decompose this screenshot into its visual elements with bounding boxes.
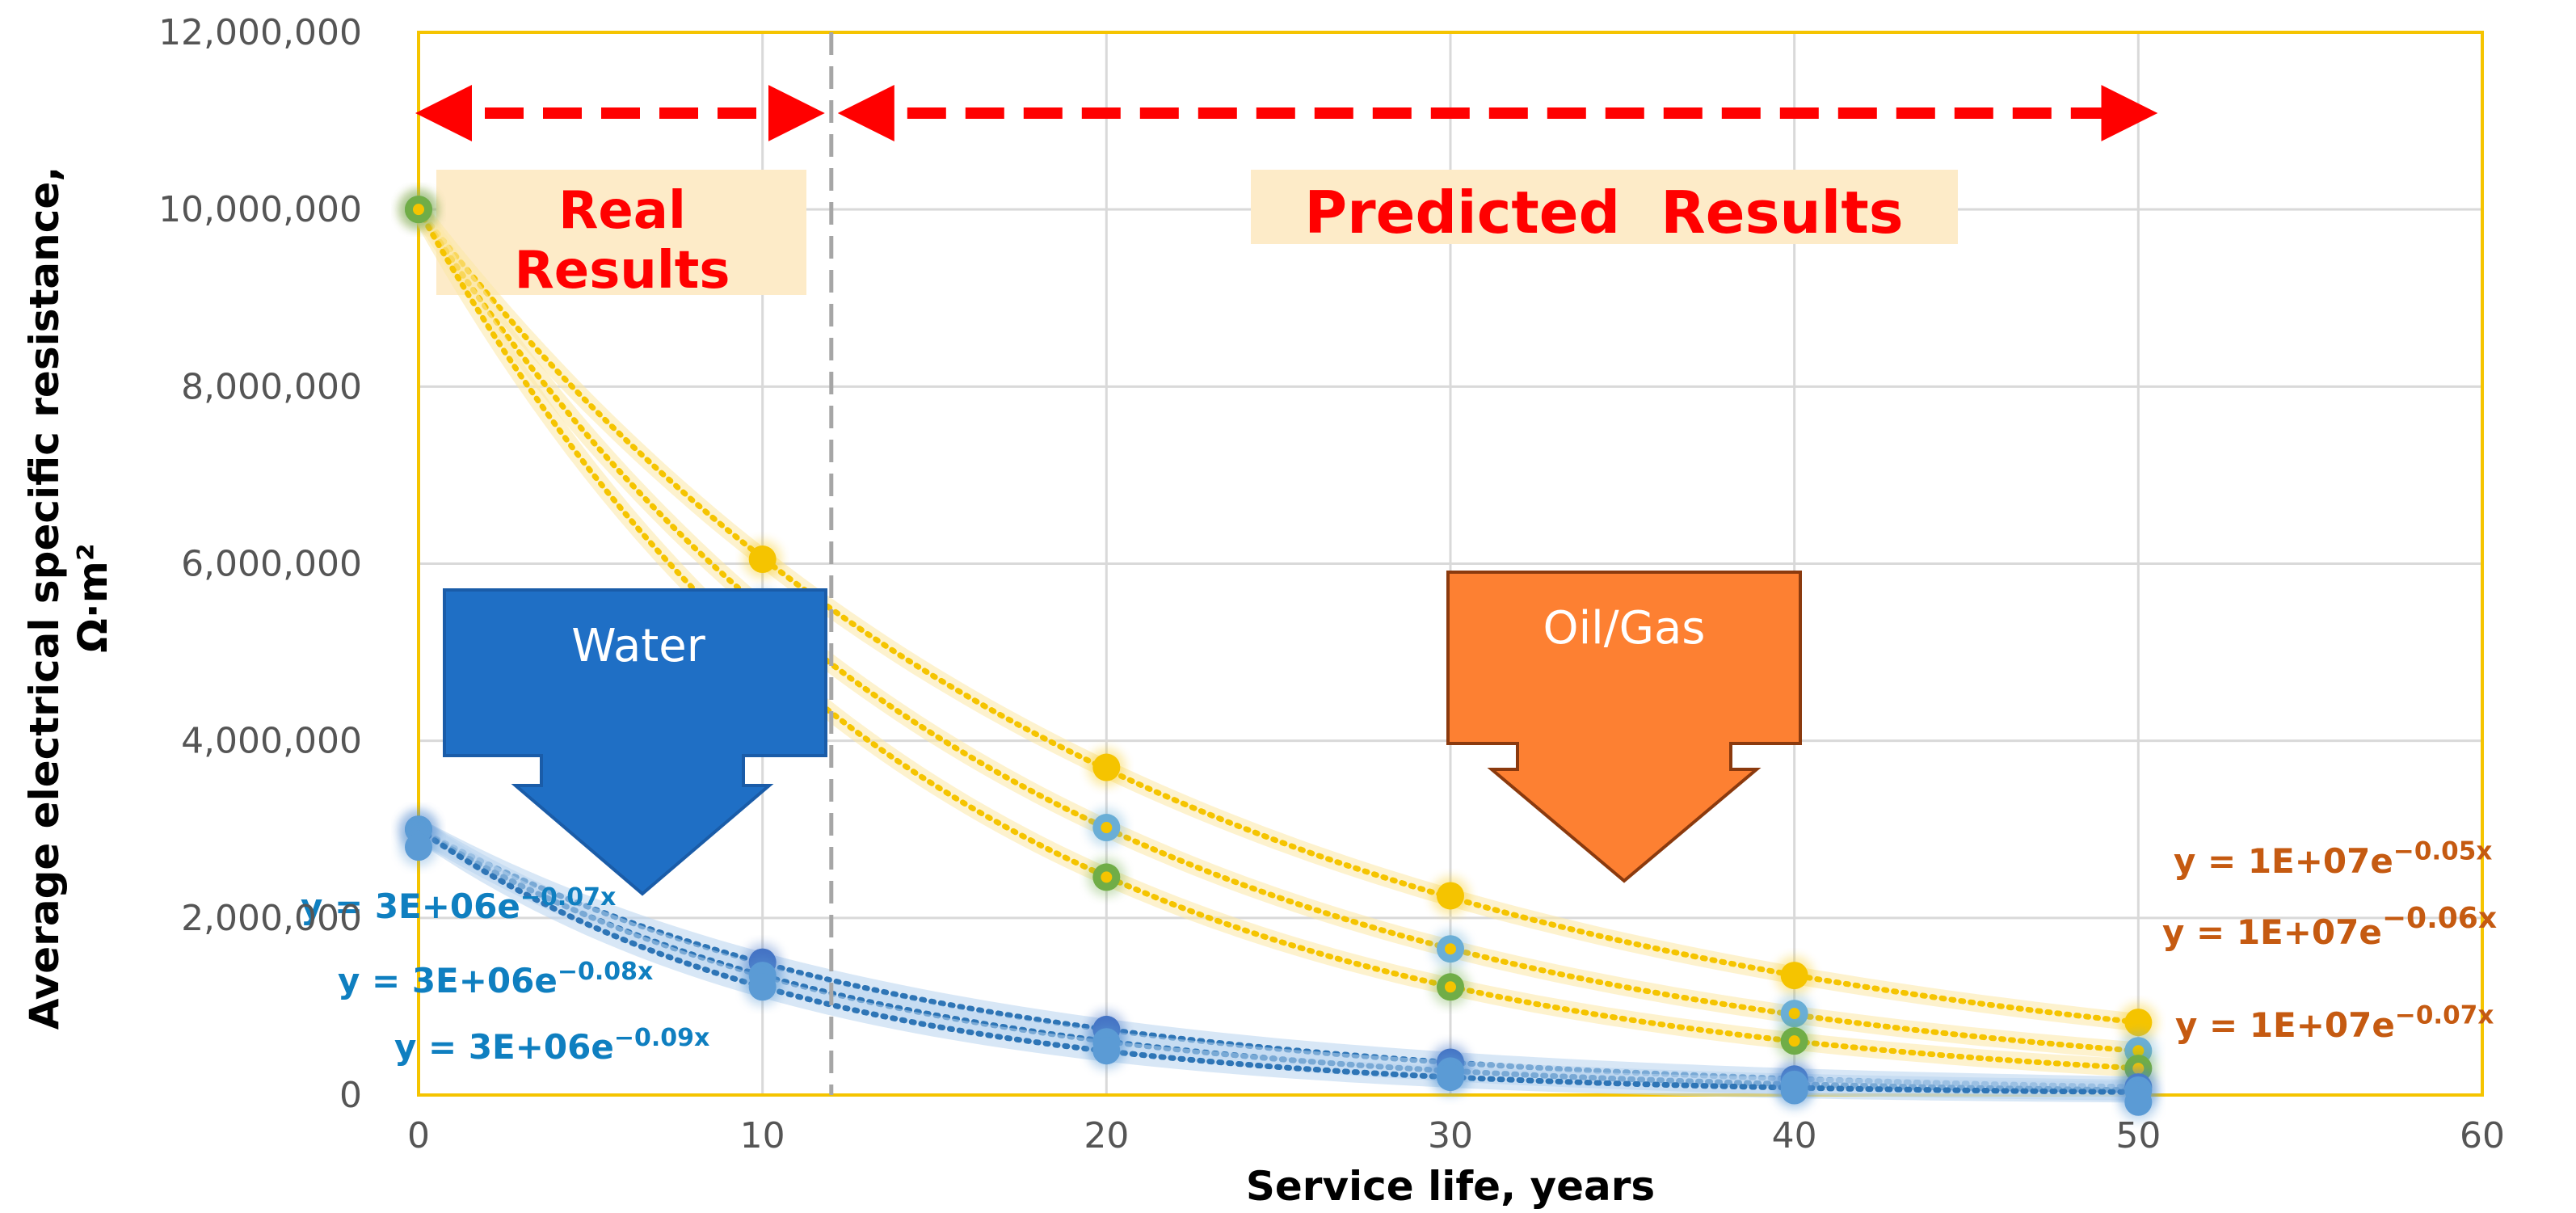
y-tick-label: 2,000,000 [181,898,362,939]
trend-equation: y = 1E+07e−0.05x [2174,836,2492,881]
trend-equations: y = 3E+06e−0.07x y = 3E+06e−0.08x y = 3E+0… [301,836,2497,1067]
x-tick-label: 50 [2115,1115,2161,1156]
y-tick-label: 12,000,000 [158,12,362,53]
data-point [2124,1009,2153,1037]
x-tick-label: 60 [2460,1115,2505,1156]
data-point-center [1101,822,1113,834]
data-point-center [1101,871,1113,883]
data-point [1780,962,1808,990]
data-point [1437,1063,1464,1092]
data-point [1092,1037,1121,1065]
trend-line [415,206,2141,1054]
data-point [1780,1076,1808,1105]
predicted-results-label: Predicted Results [1304,179,1903,246]
trend-equation: y = 1E+07e−0.06x [2162,902,2497,952]
oilgas-callout-box [1446,571,1802,883]
x-tick-label: 40 [1772,1115,1817,1156]
water-callout-box [443,588,827,896]
trend-equation: y = 1E+07e−0.07x [2175,1000,2494,1045]
data-point-center [1788,1008,1800,1020]
axis-ticks: 0 2,000,000 4,000,000 6,000,000 8,000,000 10,… [158,12,2505,1156]
real-results-label-line2: Results [515,241,730,301]
y-tick-label: 8,000,000 [181,366,362,407]
data-point [1092,753,1121,781]
y-tick-label: 10,000,000 [158,189,362,230]
trend-equation: y = 3E+06e−0.09x [394,1024,709,1067]
predicted-results-background [1251,170,1958,244]
trend-equation: y = 3E+06e−0.07x [301,883,616,926]
data-point-center [1445,943,1456,955]
data-point [748,545,777,574]
data-point [748,973,777,1001]
data-point-center [1445,981,1456,993]
real-results-background [436,170,806,295]
oilgas-callout-label: Oil/Gas [1543,602,1706,655]
x-axis-title: Service life, years [1246,1163,1655,1210]
data-point-center [1788,1035,1800,1047]
data-point-center [413,204,424,216]
y-tick-label: 6,000,000 [181,544,362,585]
y-axis-title-line1: Average electrical specific resistance, [21,166,68,1030]
trend-equation: y = 3E+06e−0.08x [338,958,653,1000]
trend-line [415,826,2141,1095]
real-results-label-line1: Real [558,181,686,241]
x-tick-label: 0 [407,1115,430,1156]
x-tick-label: 30 [1428,1115,1473,1156]
trend-line [415,206,2141,1026]
data-point [1437,882,1464,910]
x-tick-label: 20 [1084,1115,1129,1156]
y-axis-title-line2: Ω·m² [69,543,116,653]
data-point [405,833,432,861]
y-tick-label: 0 [339,1075,362,1116]
water-callout-label: Water [571,620,706,672]
x-tick-label: 10 [740,1115,785,1156]
data-points [399,190,2158,1122]
y-tick-label: 4,000,000 [181,721,362,762]
data-point [2124,1088,2153,1116]
